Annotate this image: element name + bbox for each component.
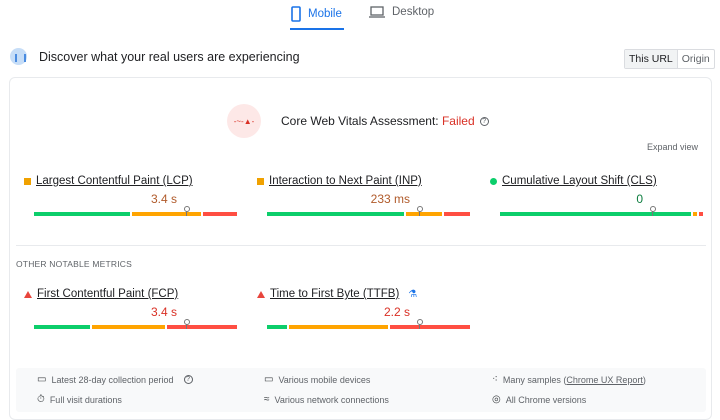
collection-period-text: Latest 28-day collection period (51, 374, 174, 385)
metric-name-link[interactable]: Interaction to Next Paint (INP) (269, 175, 422, 187)
metric-inp: Interaction to Next Paint (INP) 233 ms (257, 175, 470, 216)
p75-marker-icon (417, 206, 424, 216)
header-title: Discover what your real users are experi… (39, 49, 300, 64)
devices: ▭ Various mobile devices (264, 374, 370, 385)
divider (16, 245, 706, 246)
poor-segment (203, 212, 238, 216)
needs-improvement-square-icon (24, 177, 31, 185)
p75-marker-icon (417, 319, 424, 329)
calendar-icon: ▭ (37, 374, 47, 385)
visit-durations-text: Full visit durations (49, 394, 122, 405)
metric-name-link[interactable]: Largest Contentful Paint (LCP) (36, 175, 193, 187)
needs-improvement-segment (406, 212, 443, 216)
good-segment (34, 325, 90, 329)
laptop-icon (369, 6, 385, 18)
metric-value: 2.2 s (383, 305, 410, 319)
metric-fcp: First Contentful Paint (FCP) 3.4 s (24, 288, 238, 329)
tab-desktop-label: Desktop (392, 6, 435, 18)
data-info-footer: ▭ Latest 28-day collection period? ⏱ Full … (16, 368, 706, 412)
poor-triangle-icon (257, 290, 265, 298)
network: ≈ Various network connections (264, 394, 389, 405)
p75-marker-icon (650, 206, 657, 216)
toggle-origin[interactable]: Origin (676, 50, 714, 68)
tab-desktop[interactable]: Desktop (369, 6, 434, 18)
good-segment (267, 212, 405, 216)
poor-segment (390, 325, 470, 329)
field-data-header: Discover what your real users are experi… (10, 48, 300, 65)
devices-text: Various mobile devices (278, 374, 371, 385)
flask-icon[interactable]: ⚗ (408, 288, 418, 300)
wifi-icon: ≈ (264, 394, 270, 405)
poor-segment (699, 212, 703, 216)
assessment-status: Failed (441, 114, 475, 128)
active-tab-indicator (290, 28, 344, 30)
device-tabs: Mobile Desktop (0, 0, 720, 32)
assessment-label: Core Web Vitals Assessment: (281, 114, 442, 128)
metric-value: 0 (636, 192, 643, 206)
help-icon[interactable]: ? (183, 375, 193, 384)
needs-improvement-segment (693, 212, 698, 216)
tab-mobile[interactable]: Mobile (291, 6, 342, 22)
samples-icon: ⁖ (492, 374, 498, 385)
metric-name-link[interactable]: Cumulative Layout Shift (CLS) (502, 175, 657, 187)
good-segment (267, 325, 287, 329)
needs-improvement-segment (91, 325, 166, 329)
stopwatch-icon: ⏱ (37, 394, 45, 405)
toggle-this-url[interactable]: This URL (625, 50, 677, 68)
p75-marker-icon (184, 319, 191, 329)
poor-segment (167, 325, 238, 329)
cwv-assessment: -~-▲- Core Web Vitals Assessment: Failed… (227, 104, 489, 138)
distribution-bar (267, 325, 470, 329)
visit-durations: ⏱ Full visit durations (37, 394, 122, 405)
metric-value: 233 ms (370, 192, 410, 206)
poor-triangle-icon (24, 290, 32, 298)
chrome-icon: ◎ (492, 394, 501, 405)
devices-icon: ▭ (264, 374, 274, 385)
expand-view-link[interactable]: Expand view (647, 142, 699, 152)
distribution-bar (34, 212, 238, 216)
metric-cls: Cumulative Layout Shift (CLS) 0 (490, 175, 703, 216)
samples-text: Many samples ( (502, 374, 567, 385)
chrome-ux-report-link[interactable]: Chrome UX Report (566, 374, 643, 385)
metric-name-link[interactable]: Time to First Byte (TTFB) (270, 288, 400, 300)
metric-value: 3.4 s (150, 305, 177, 319)
samples-suffix: ) (642, 374, 646, 385)
needs-improvement-square-icon (257, 177, 264, 185)
samples: ⁖ Many samples (Chrome UX Report) (492, 374, 646, 385)
chrome-versions-text: All Chrome versions (505, 394, 587, 405)
p75-marker-icon (184, 206, 191, 216)
needs-improvement-segment (288, 325, 389, 329)
metric-lcp: Largest Contentful Paint (LCP) 3.4 s (24, 175, 238, 216)
failed-pulse-icon: -~-▲- (227, 104, 261, 138)
good-segment (34, 212, 130, 216)
metric-name-link[interactable]: First Contentful Paint (FCP) (37, 288, 179, 300)
poor-segment (444, 212, 470, 216)
metric-ttfb: Time to First Byte (TTFB) ⚗ 2.2 s (257, 288, 470, 329)
collection-period: ▭ Latest 28-day collection period? (37, 374, 193, 385)
tab-mobile-label: Mobile (308, 8, 342, 20)
users-chart-icon (10, 48, 27, 65)
distribution-bar (34, 325, 238, 329)
other-metrics-heading: OTHER NOTABLE METRICS (16, 259, 132, 269)
network-text: Various network connections (274, 394, 389, 405)
distribution-bar (500, 212, 703, 216)
distribution-bar (267, 212, 470, 216)
good-segment (500, 212, 692, 216)
metric-value: 3.4 s (150, 192, 177, 206)
needs-improvement-segment (131, 212, 202, 216)
good-circle-icon (490, 177, 497, 185)
url-origin-toggle: This URL Origin (624, 49, 715, 69)
help-icon[interactable]: ? (479, 117, 489, 127)
phone-icon (291, 6, 301, 22)
chrome-versions: ◎ All Chrome versions (492, 394, 586, 405)
